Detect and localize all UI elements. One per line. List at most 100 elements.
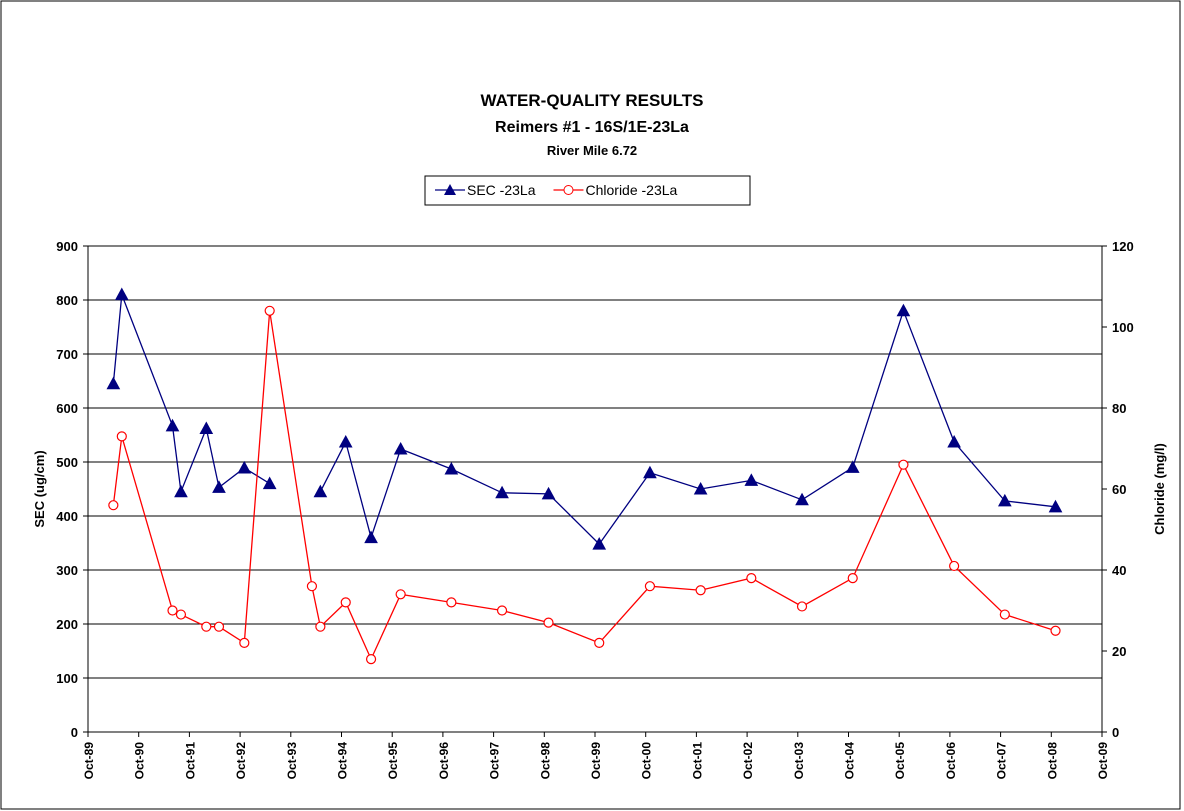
data-point <box>898 459 909 470</box>
data-point <box>108 500 119 511</box>
y2-tick-label: 0 <box>1112 725 1119 740</box>
y-tick-label: 900 <box>56 239 78 254</box>
data-point <box>306 581 318 592</box>
data-point <box>643 465 657 479</box>
data-point <box>395 589 406 600</box>
data-point <box>393 441 408 455</box>
data-point <box>746 572 757 584</box>
y2-tick-label: 120 <box>1112 239 1134 254</box>
data-point <box>174 484 188 498</box>
data-point <box>338 434 353 448</box>
x-tick-label: Oct-08 <box>1045 742 1059 780</box>
x-tick-label: Oct-09 <box>1096 742 1110 780</box>
x-tick-label: Oct-07 <box>995 742 1009 780</box>
y-tick-label: 700 <box>56 347 78 362</box>
data-point <box>313 484 328 498</box>
legend-box <box>424 175 751 206</box>
data-point <box>340 597 351 608</box>
data-point <box>199 421 214 435</box>
y-tick-label: 400 <box>56 509 78 524</box>
data-point <box>693 481 708 495</box>
data-point <box>175 609 187 620</box>
data-point <box>845 460 860 473</box>
x-tick-label: Oct-01 <box>690 742 704 780</box>
y-tick-label: 100 <box>56 671 78 686</box>
data-point <box>364 530 378 544</box>
legend-label: Chloride -23La <box>585 182 677 198</box>
data-point <box>1048 499 1063 513</box>
y-tick-label: 600 <box>56 401 78 416</box>
x-tick-label: Oct-06 <box>944 742 958 780</box>
x-tick-label: Oct-97 <box>488 742 502 780</box>
data-point <box>947 434 961 448</box>
legend-label: SEC -23La <box>467 182 536 198</box>
x-tick-label: Oct-03 <box>792 742 806 780</box>
x-tick-label: Oct-94 <box>336 742 350 780</box>
y2-tick-label: 100 <box>1112 320 1134 335</box>
series-line <box>112 310 1056 661</box>
x-tick-label: Oct-98 <box>538 742 552 780</box>
chart-subtitle: Reimers #1 - 16S/1E-23La <box>495 119 689 136</box>
x-tick-label: Oct-99 <box>589 742 603 780</box>
legend-marker <box>444 184 456 195</box>
data-point <box>594 637 605 649</box>
y-tick-label: 200 <box>56 617 78 632</box>
data-point <box>315 621 326 632</box>
y-axis-label: SEC (ug/cm) <box>32 450 47 527</box>
data-point <box>592 537 607 550</box>
data-point <box>167 605 178 616</box>
data-point <box>795 492 809 506</box>
data-point <box>1050 625 1061 636</box>
y-tick-label: 500 <box>56 455 78 470</box>
y2-axis-label: Chloride (mg/l) <box>1152 443 1167 535</box>
data-point <box>114 287 129 301</box>
data-point <box>999 609 1010 620</box>
data-point <box>116 431 127 442</box>
data-point <box>106 376 121 390</box>
x-tick-label: Oct-92 <box>234 742 248 780</box>
data-point <box>165 418 180 432</box>
x-tick-label: Oct-04 <box>843 742 857 780</box>
y-tick-label: 300 <box>56 563 78 578</box>
x-tick-label: Oct-96 <box>437 742 451 780</box>
chart-title: WATER-QUALITY RESULTS <box>481 91 704 110</box>
data-point <box>847 572 858 584</box>
x-tick-label: Oct-93 <box>285 742 299 780</box>
data-point <box>239 637 250 649</box>
x-tick-label: Oct-91 <box>183 742 197 780</box>
data-point <box>446 597 457 608</box>
data-point <box>744 473 759 486</box>
data-point <box>543 617 554 628</box>
data-point <box>896 303 911 317</box>
x-tick-label: Oct-02 <box>741 742 755 780</box>
chart-subtitle: River Mile 6.72 <box>547 143 637 158</box>
x-tick-label: Oct-95 <box>386 742 400 780</box>
data-point <box>495 485 509 499</box>
data-point <box>695 585 706 596</box>
data-point <box>444 461 459 475</box>
data-point <box>796 601 808 612</box>
data-point <box>262 476 277 490</box>
data-point <box>949 560 960 572</box>
data-point <box>541 486 556 500</box>
data-point <box>997 493 1012 507</box>
data-point <box>237 460 252 474</box>
y2-tick-label: 40 <box>1112 563 1126 578</box>
y2-tick-label: 20 <box>1112 644 1126 659</box>
y-tick-label: 0 <box>71 725 78 740</box>
x-tick-label: Oct-89 <box>82 742 96 780</box>
x-tick-label: Oct-00 <box>640 742 654 780</box>
data-point <box>496 605 508 616</box>
x-tick-label: Oct-90 <box>133 742 147 780</box>
data-point <box>201 621 212 632</box>
data-point <box>212 480 226 493</box>
y2-tick-label: 80 <box>1112 401 1126 416</box>
x-tick-label: Oct-05 <box>893 742 907 780</box>
data-point <box>644 581 656 592</box>
data-point <box>365 653 377 665</box>
y2-tick-label: 60 <box>1112 482 1126 497</box>
data-point <box>213 621 225 632</box>
